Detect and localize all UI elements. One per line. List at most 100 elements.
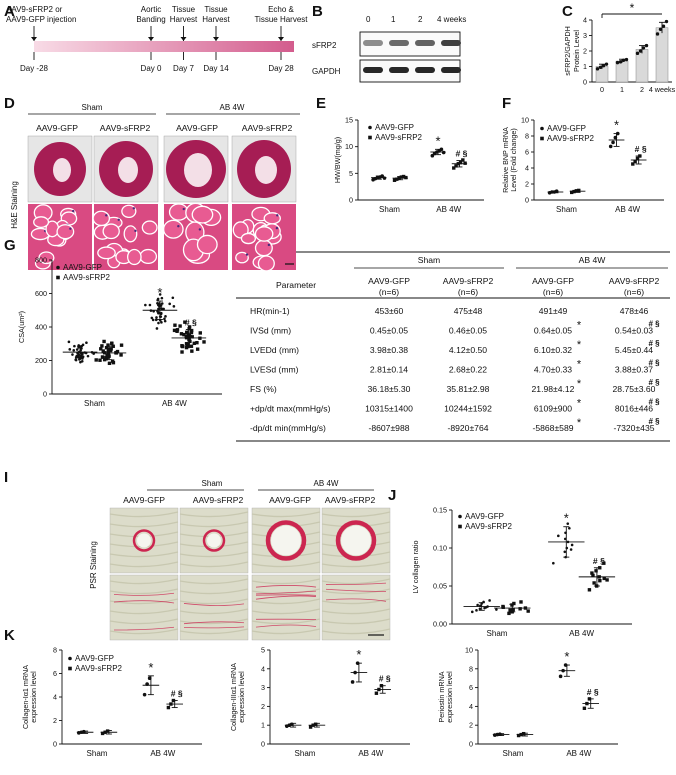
myocyte-1-1: [141, 220, 158, 235]
table-star-2: *: [577, 339, 582, 351]
table-star-6: *: [577, 417, 582, 429]
g-pt-1-1-33: [189, 328, 194, 333]
g-pt-0-1-29: [172, 305, 176, 308]
k2-pt-1-1-0: [374, 691, 379, 695]
table-cell-0-2: 491±49: [539, 306, 568, 316]
g-pt-1-0-17: [107, 361, 112, 366]
e-xcat-1: AB 4W: [436, 205, 461, 214]
g-pt-1-1-9: [187, 325, 192, 329]
nucleus-0-12: [69, 227, 72, 230]
psr-fiber-1-1-5: [179, 628, 249, 635]
k3-pt-1-0-2: [521, 731, 526, 736]
e-pt-1-0-4: [401, 174, 406, 179]
table-cell-1-1: 0.46±0.05: [449, 326, 487, 336]
heart-lumen-0: [53, 158, 71, 182]
nucleus-1-6: [132, 207, 136, 210]
e-pt-1-0-3: [399, 175, 404, 179]
g-pt-1-1-11: [202, 340, 206, 344]
table-cell-3-3: 3.88±0.37: [615, 365, 653, 375]
c-point-1-1: [618, 60, 623, 64]
nucleus-1-9: [134, 229, 137, 233]
c-point-1-3: [624, 57, 629, 62]
g-pt-1-1-26: [185, 330, 189, 335]
myocyte-1-12: [92, 210, 111, 227]
table-cell-3-0: 2.81±0.14: [370, 365, 408, 375]
g-pt-0-1-35: [168, 302, 171, 306]
g-pt-0-1-0: [151, 318, 155, 322]
k1-legend-marker-0: [68, 656, 72, 661]
psr-interstitial-0-2: [113, 592, 175, 596]
psr-fiber-0-3-5: [321, 561, 391, 568]
myocyte-0-11: [38, 251, 55, 265]
j-pt-0-1-0: [552, 561, 555, 565]
k1-ytick-label-1: 2: [53, 716, 57, 725]
psr-bg-1-2: [251, 574, 321, 641]
table-col-n-0: (n=6): [379, 287, 399, 297]
d-col-sfrp2-ab: AAV9-sFRP2: [242, 123, 293, 133]
e-hash: # §: [455, 149, 467, 159]
g-pt-1-1-6: [173, 323, 177, 327]
j-pt-1-0-11: [526, 609, 530, 613]
psr-interstitial-2-5: [255, 590, 317, 595]
blot-band-gapdh-1: [389, 67, 409, 73]
vessel-lumen-0: [137, 533, 151, 548]
g-pt-1-0-34: [111, 360, 116, 365]
he-stain-label: H&E Staining: [10, 181, 19, 229]
table-cell-2-3: 5.45±0.44: [615, 345, 653, 355]
panel-letter-e: E: [316, 95, 326, 112]
myocyte-1-11: [97, 246, 116, 260]
k1-pt-0-1-0: [142, 692, 147, 697]
j-pt-1-1-8: [594, 569, 598, 573]
psr-fiber-0-2-0: [251, 511, 321, 518]
g-pt-0-1-36: [148, 303, 152, 307]
f-ytick-label-0: 0: [525, 196, 529, 205]
table-star-4: *: [577, 378, 582, 390]
d-col-sfrp2-sham: AAV9-sFRP2: [100, 123, 151, 133]
table-cell-5-1: 10244±1592: [444, 404, 492, 414]
c-point-3-0: [655, 32, 660, 36]
myocyte-0-13: [33, 216, 50, 229]
timeline-panel: AAV9-sFRP2 or AAV9-GFP injection Day -28: [6, 5, 294, 73]
g-pt-1-1-28: [195, 340, 199, 345]
g-pt-0-0-20: [77, 353, 81, 357]
g-pt-0-0-25: [74, 356, 78, 359]
myocyte-2-8: [196, 234, 218, 255]
g-ytick-label-3: 600: [35, 289, 47, 298]
k1-star: *: [148, 660, 153, 675]
j-pt-1-1-10: [602, 561, 606, 565]
g-pt-0-0-33: [81, 352, 84, 356]
g-pt-0-1-27: [160, 296, 164, 300]
g-xcat-0: Sham: [84, 399, 105, 408]
vessel-2: [265, 520, 307, 561]
g-pt-0-1-23: [171, 296, 175, 300]
myocyte-2-3: [162, 219, 184, 239]
table-cell-5-2: 6109±900: [534, 404, 572, 414]
panel-letter-i: I: [4, 469, 8, 486]
k1-ytick-label-2: 4: [53, 693, 57, 702]
j-pt-1-1-6: [591, 573, 595, 578]
nucleus-2-6: [198, 228, 202, 231]
event-day-3: Day 28: [268, 64, 294, 73]
k2-ytick-label-5: 5: [261, 646, 265, 655]
k1-pt-1-1-0: [166, 705, 171, 710]
lane-label-0: 0: [366, 15, 371, 24]
event-top-3-b: Tissue Harvest: [254, 15, 308, 24]
i-group-sham: Sham: [202, 479, 223, 488]
j-ylabel-0: LV collagen ratio: [411, 540, 420, 593]
table-cell-1-2: 0.64±0.05: [534, 326, 572, 336]
psr-fiber-0-0-4: [109, 551, 179, 558]
c-sig-star: *: [630, 1, 635, 15]
c-ytick-label-4: 4: [583, 16, 587, 25]
panel-letter-a: A: [4, 3, 15, 20]
c-point-2-1: [638, 49, 643, 53]
g-pt-0-0-38: [77, 346, 80, 349]
nucleus-2-0: [182, 207, 185, 211]
blot-row-label-gapdh: GAPDH: [312, 67, 341, 76]
e-pt-1-1-5: [463, 161, 467, 165]
g-pt-0-0-24: [71, 353, 74, 356]
e-pt-0-1-5: [441, 150, 446, 155]
nucleus-3-12: [276, 214, 279, 217]
k2-pt-1-0-0: [308, 725, 313, 729]
psr-fiber-1-2-2: [251, 598, 321, 605]
k1-xcat-1: AB 4W: [150, 749, 175, 758]
